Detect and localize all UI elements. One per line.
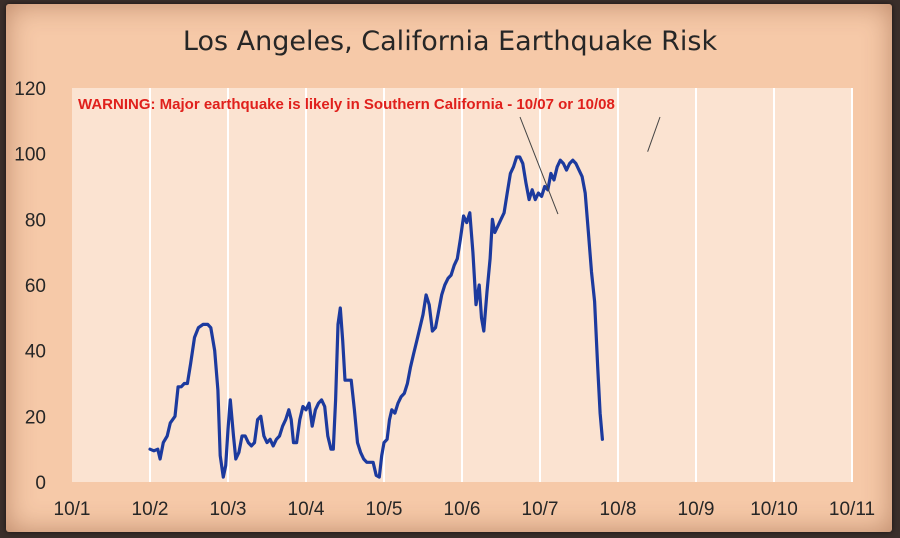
x-tick-label: 10/7 [522, 499, 559, 520]
x-axis: 10/1 10/2 10/3 10/4 10/5 10/6 10/7 10/8 10/9 10/1… [54, 499, 876, 520]
y-tick-label: 20 [25, 407, 46, 428]
chart-title: Los Angeles, California Earthquake Risk [183, 26, 718, 57]
x-tick-label: 10/8 [600, 499, 637, 520]
x-tick-label: 10/1 [54, 499, 91, 520]
x-gridlines [149, 88, 853, 482]
warning-pointers [519, 116, 661, 215]
x-tick-label: 10/5 [366, 499, 403, 520]
y-tick-label: 60 [25, 276, 46, 297]
warning-pointer-line [519, 116, 559, 215]
x-tick-label: 10/9 [678, 499, 715, 520]
y-tick-label: 40 [25, 342, 46, 363]
warning-annotation: WARNING: Major earthquake is likely in S… [78, 96, 615, 113]
x-tick-label: 10/10 [750, 499, 798, 520]
x-tick-label: 10/3 [210, 499, 247, 520]
x-tick-label: 10/11 [829, 499, 875, 520]
y-tick-label: 0 [35, 473, 46, 494]
y-axis: 0 20 40 60 80 100 120 [14, 79, 46, 494]
y-tick-label: 120 [14, 79, 46, 100]
warning-pointer-line [647, 116, 661, 152]
x-tick-label: 10/6 [444, 499, 481, 520]
y-tick-label: 100 [14, 145, 46, 166]
x-tick-label: 10/4 [288, 499, 325, 520]
x-tick-label: 10/2 [132, 499, 169, 520]
risk-line [148, 155, 604, 479]
y-tick-label: 80 [25, 210, 46, 231]
